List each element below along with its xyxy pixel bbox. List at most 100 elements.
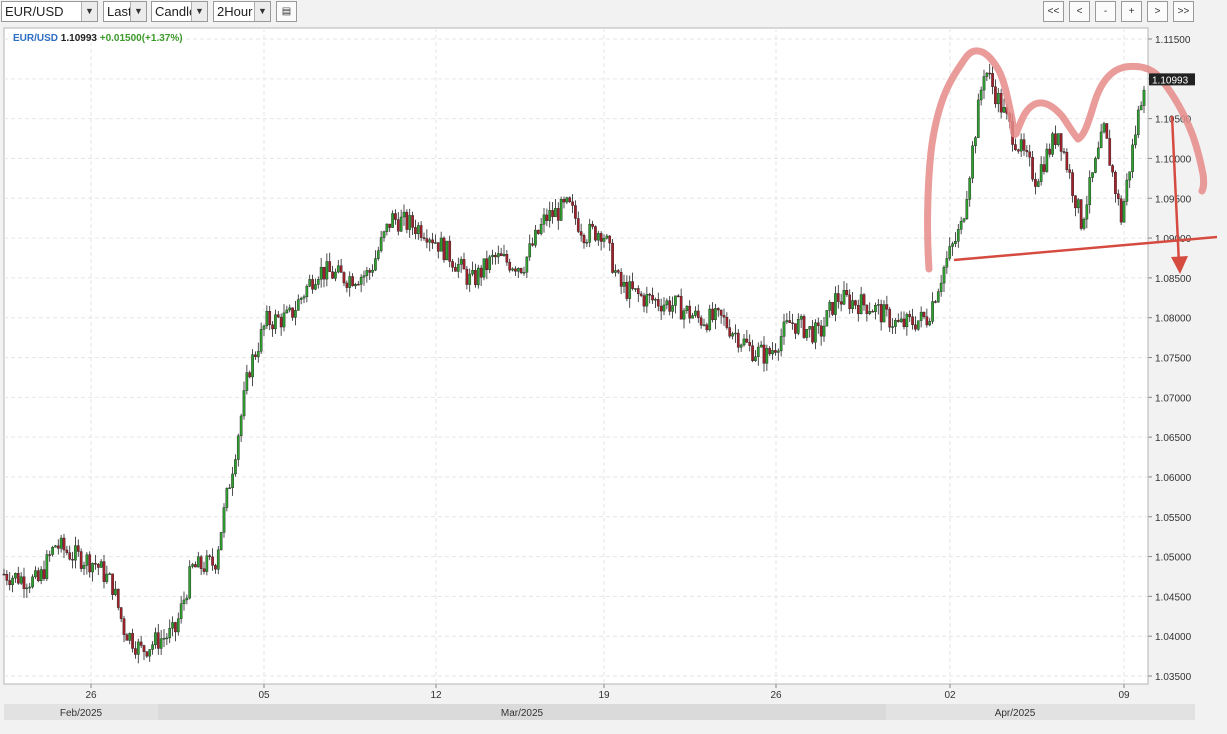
- candle-body: [899, 318, 903, 322]
- scroll-right-button[interactable]: >: [1147, 1, 1168, 22]
- candle-body: [891, 326, 894, 328]
- candle-body: [334, 271, 337, 279]
- candle-body: [699, 317, 703, 326]
- scroll-left-button[interactable]: <: [1069, 1, 1090, 22]
- candle-body: [931, 301, 934, 322]
- candle-body: [948, 246, 952, 259]
- candle-body: [1062, 151, 1066, 153]
- candle-body: [368, 270, 372, 273]
- candle-body: [379, 237, 383, 251]
- y-tick-label: 1.07500: [1155, 354, 1192, 365]
- x-tick-label: 09: [1118, 690, 1130, 701]
- candle-body: [231, 473, 234, 488]
- candle-body: [1076, 199, 1080, 209]
- head-shoulders-outline: [924, 47, 1208, 273]
- candle-body: [479, 267, 483, 278]
- last-price-label: 1.10993: [1152, 75, 1189, 86]
- candle-body: [828, 302, 832, 311]
- candle-body: [168, 628, 172, 639]
- y-tick-label: 1.05500: [1155, 513, 1192, 524]
- scroll-start-button[interactable]: <<: [1043, 1, 1064, 22]
- candle-body: [488, 256, 492, 270]
- candle-body: [625, 282, 629, 299]
- candle-body: [348, 276, 352, 288]
- price-chart[interactable]: 1.115001.110001.105001.100001.095001.090…: [0, 24, 1227, 729]
- candle-body: [254, 354, 257, 357]
- zoom-out-button[interactable]: -: [1095, 1, 1116, 22]
- candle-body: [556, 208, 560, 221]
- y-tick-label: 1.06000: [1155, 473, 1192, 484]
- candle-body: [794, 323, 797, 334]
- candle-body: [279, 316, 283, 328]
- month-band: [158, 704, 886, 720]
- price-type-select[interactable]: Last ▼: [103, 1, 147, 22]
- candle-body: [648, 293, 652, 296]
- candle-body: [245, 372, 249, 391]
- y-tick-label: 1.06500: [1155, 433, 1192, 444]
- candle-body: [719, 309, 723, 316]
- candle-body: [616, 270, 620, 273]
- candle-body: [65, 549, 69, 553]
- candle-body: [36, 570, 40, 582]
- candle-body: [336, 265, 340, 273]
- candle-body: [468, 273, 472, 285]
- y-tick-label: 1.08500: [1155, 274, 1192, 285]
- candle-body: [836, 293, 840, 302]
- candle-body: [962, 218, 966, 222]
- chevron-down-icon: ▼: [130, 2, 146, 21]
- candle-body: [676, 295, 680, 298]
- candle-body: [936, 291, 940, 303]
- candle-body: [696, 310, 700, 318]
- candle-body: [239, 415, 243, 437]
- candle-body: [296, 299, 300, 311]
- candle-body: [436, 242, 440, 252]
- candle-body: [939, 282, 943, 292]
- list-icon: ▤: [281, 6, 292, 17]
- candle-body: [42, 569, 46, 579]
- candle-body: [762, 344, 766, 364]
- settings-list-button[interactable]: ▤: [276, 1, 297, 22]
- candle-body: [425, 238, 429, 243]
- candle-body: [71, 559, 74, 561]
- candle-body: [571, 201, 574, 206]
- candle-body: [485, 258, 489, 270]
- candle-body: [568, 197, 572, 203]
- candle-body: [831, 302, 834, 315]
- candle-body: [134, 648, 137, 655]
- candle-body: [451, 261, 454, 268]
- candle-body: [574, 205, 577, 219]
- candle-body: [848, 294, 852, 310]
- candle-body: [219, 532, 223, 551]
- symbol-select[interactable]: EUR/USD ▼: [1, 1, 98, 22]
- candle-body: [1139, 105, 1143, 111]
- candle-body: [534, 229, 537, 246]
- candle-body: [551, 210, 554, 217]
- candle-body: [79, 551, 83, 569]
- chevron-down-icon: ▼: [81, 2, 97, 21]
- candle-body: [308, 279, 312, 287]
- zoom-in-button[interactable]: +: [1121, 1, 1142, 22]
- candle-body: [116, 588, 120, 608]
- candle-body: [259, 329, 263, 352]
- candle-body: [634, 288, 637, 290]
- candle-body: [805, 328, 809, 338]
- candle-body: [394, 213, 397, 220]
- interval-select[interactable]: 2Hour ▼: [213, 1, 271, 22]
- chart-area[interactable]: 1.115001.110001.105001.100001.095001.090…: [0, 24, 1227, 729]
- candle-body: [191, 564, 194, 567]
- candle-body: [371, 269, 374, 273]
- candle-body: [645, 293, 649, 307]
- candle-body: [94, 563, 97, 565]
- chart-type-select[interactable]: Candle ▼: [151, 1, 208, 22]
- y-tick-label: 1.04000: [1155, 632, 1192, 643]
- plot-area: [3, 27, 1149, 685]
- candle-body: [811, 326, 814, 343]
- candle-body: [391, 213, 394, 228]
- scroll-end-button[interactable]: >>: [1173, 1, 1194, 22]
- candle-body: [885, 304, 889, 310]
- candle-body: [354, 283, 357, 287]
- candle-body: [276, 314, 280, 318]
- y-tick-label: 1.03500: [1155, 672, 1192, 683]
- candle-body: [1079, 199, 1083, 229]
- candle-body: [248, 372, 252, 378]
